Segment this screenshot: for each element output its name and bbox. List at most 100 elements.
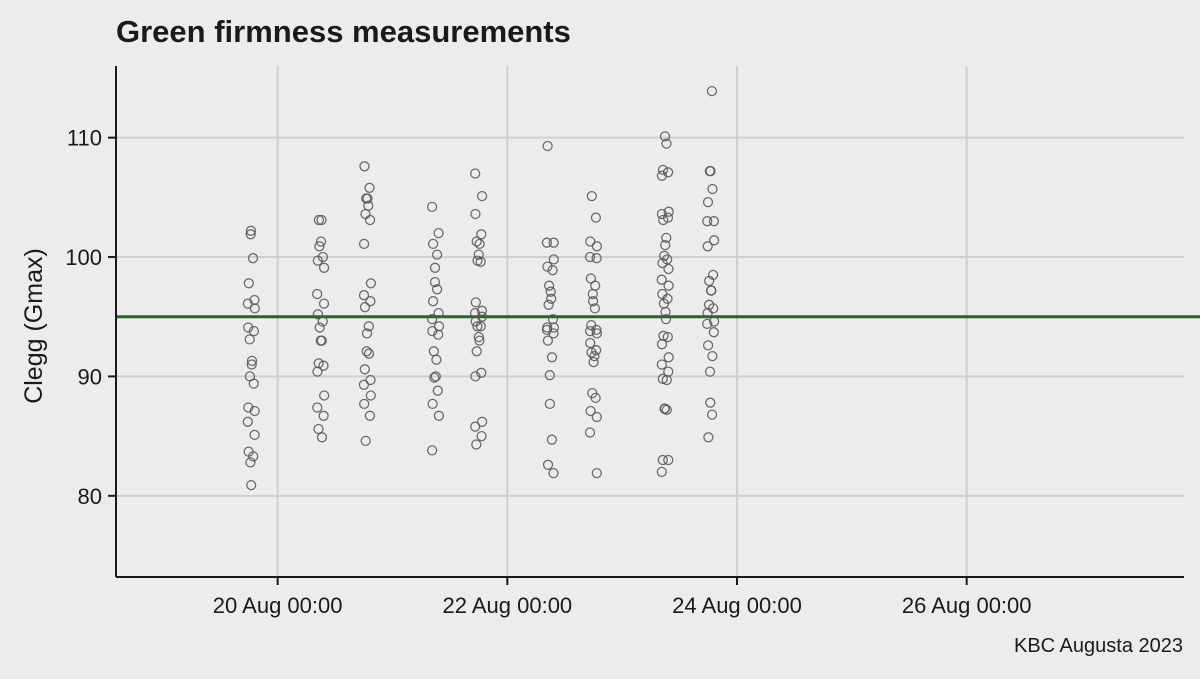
x-tick-label: 20 Aug 00:00 bbox=[213, 593, 343, 618]
data-point bbox=[660, 306, 671, 318]
data-point bbox=[663, 454, 674, 466]
data-point bbox=[473, 249, 484, 260]
data-point bbox=[245, 225, 257, 236]
data-point bbox=[476, 190, 488, 202]
data-point bbox=[476, 430, 487, 442]
data-point bbox=[659, 250, 670, 261]
data-point bbox=[589, 303, 601, 314]
data-point bbox=[544, 398, 556, 410]
data-point bbox=[243, 322, 254, 333]
data-point bbox=[475, 256, 486, 267]
data-point bbox=[590, 280, 601, 291]
data-point bbox=[548, 467, 559, 479]
data-point bbox=[663, 352, 674, 363]
data-point bbox=[590, 212, 602, 223]
data-point bbox=[703, 432, 714, 443]
data-point bbox=[707, 183, 718, 195]
data-point bbox=[359, 161, 370, 172]
data-point bbox=[546, 352, 558, 363]
data-point bbox=[249, 429, 260, 441]
data-point bbox=[242, 416, 253, 427]
data-point bbox=[656, 208, 668, 220]
data-point bbox=[359, 398, 370, 410]
data-point bbox=[470, 371, 481, 382]
y-tick-label: 110 bbox=[67, 126, 102, 151]
data-point bbox=[433, 321, 445, 332]
data-point bbox=[248, 325, 260, 337]
data-point bbox=[705, 397, 716, 408]
data-point bbox=[472, 321, 483, 332]
data-point bbox=[661, 404, 672, 416]
data-point bbox=[318, 360, 329, 371]
data-point bbox=[541, 237, 553, 248]
data-point bbox=[585, 236, 596, 247]
data-point bbox=[426, 201, 438, 213]
data-point bbox=[657, 373, 668, 384]
data-point bbox=[548, 328, 559, 339]
x-tick-label: 22 Aug 00:00 bbox=[442, 593, 572, 618]
data-point bbox=[591, 241, 603, 252]
data-point bbox=[708, 235, 720, 246]
data-point bbox=[546, 293, 557, 304]
data-point bbox=[708, 216, 720, 227]
data-point bbox=[312, 288, 323, 300]
data-point bbox=[318, 298, 330, 309]
data-point bbox=[656, 359, 667, 370]
data-point bbox=[474, 335, 485, 346]
data-point bbox=[470, 168, 481, 179]
data-point bbox=[316, 335, 327, 346]
data-point bbox=[360, 208, 371, 220]
data-point bbox=[359, 302, 371, 313]
data-point bbox=[659, 131, 671, 142]
data-point bbox=[663, 206, 674, 217]
data-point bbox=[359, 364, 370, 375]
data-point bbox=[312, 366, 323, 377]
data-point bbox=[429, 262, 441, 273]
data-point bbox=[588, 356, 599, 368]
data-point bbox=[548, 322, 560, 333]
x-tick-label: 26 Aug 00:00 bbox=[902, 593, 1032, 618]
data-point bbox=[584, 325, 596, 337]
data-point bbox=[361, 328, 373, 339]
data-point bbox=[313, 423, 324, 435]
data-point bbox=[591, 253, 602, 264]
data-point bbox=[656, 170, 668, 181]
data-point bbox=[246, 355, 258, 367]
data-point bbox=[244, 334, 255, 345]
tick-labels: 80 90 100 110 20 Aug 00:00 22 Aug 00:00 24 Aug… bbox=[65, 126, 1031, 618]
data-point bbox=[431, 284, 443, 295]
data-point bbox=[430, 371, 441, 382]
data-point bbox=[364, 214, 376, 226]
data-point bbox=[545, 286, 556, 297]
data-point bbox=[584, 251, 596, 263]
x-tick-label: 24 Aug 00:00 bbox=[672, 593, 802, 618]
data-point bbox=[702, 307, 713, 319]
data-point bbox=[589, 350, 600, 362]
data-point bbox=[315, 236, 327, 247]
data-point bbox=[656, 466, 667, 478]
data-point bbox=[704, 275, 715, 287]
data-point bbox=[708, 316, 720, 327]
data-point bbox=[318, 262, 330, 273]
y-axis-label: Clegg (Gmax) bbox=[20, 248, 48, 404]
data-point bbox=[242, 298, 254, 309]
data-point bbox=[364, 410, 376, 421]
data-point bbox=[661, 232, 672, 244]
data-point bbox=[704, 366, 716, 377]
data-point bbox=[247, 253, 259, 264]
data-point bbox=[548, 254, 559, 265]
data-point bbox=[656, 274, 667, 285]
data-point bbox=[590, 392, 601, 404]
data-point bbox=[591, 328, 603, 339]
data-point bbox=[314, 241, 325, 252]
data-point bbox=[361, 346, 372, 357]
data-point bbox=[702, 196, 714, 208]
data-point bbox=[245, 457, 256, 468]
data-point bbox=[317, 316, 328, 327]
data-point bbox=[476, 229, 487, 240]
data-point bbox=[365, 390, 376, 401]
data-point bbox=[431, 354, 442, 365]
data-point bbox=[312, 255, 323, 266]
data-point bbox=[702, 241, 713, 252]
